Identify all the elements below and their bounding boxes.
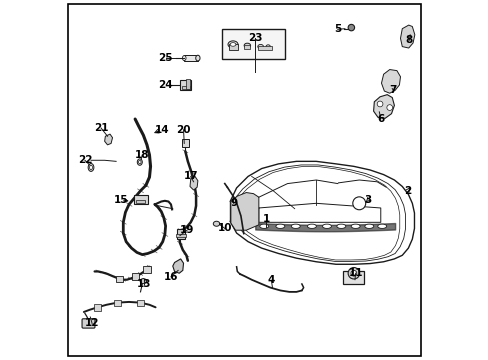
Ellipse shape <box>195 55 200 61</box>
Text: 3: 3 <box>364 195 371 205</box>
Ellipse shape <box>364 224 373 228</box>
Bar <box>182 139 188 147</box>
Polygon shape <box>400 25 414 48</box>
Bar <box>113 300 121 306</box>
Ellipse shape <box>377 224 386 228</box>
Text: 9: 9 <box>230 198 237 208</box>
Ellipse shape <box>291 224 300 228</box>
Bar <box>94 305 101 311</box>
Bar <box>131 273 139 280</box>
Bar <box>185 79 190 89</box>
Bar <box>244 45 250 49</box>
Polygon shape <box>373 95 394 118</box>
Text: 7: 7 <box>389 85 396 95</box>
Ellipse shape <box>138 161 141 164</box>
Polygon shape <box>104 134 112 145</box>
Text: 21: 21 <box>94 123 108 133</box>
Text: 8: 8 <box>405 35 412 45</box>
Text: 22: 22 <box>78 155 92 165</box>
Ellipse shape <box>350 224 360 228</box>
Ellipse shape <box>265 45 270 48</box>
Circle shape <box>352 197 365 210</box>
Text: 15: 15 <box>113 195 128 205</box>
Text: 4: 4 <box>267 275 275 285</box>
Bar <box>136 200 145 203</box>
Ellipse shape <box>88 163 94 171</box>
Ellipse shape <box>140 279 146 284</box>
Text: 10: 10 <box>217 224 231 233</box>
Ellipse shape <box>275 224 285 228</box>
Ellipse shape <box>244 43 250 48</box>
Bar <box>182 86 189 89</box>
Text: 23: 23 <box>247 33 262 43</box>
Circle shape <box>350 270 356 276</box>
Circle shape <box>347 24 354 31</box>
Circle shape <box>347 267 359 279</box>
Text: 18: 18 <box>135 150 149 160</box>
Ellipse shape <box>89 165 92 170</box>
Bar <box>228 44 237 50</box>
Bar <box>184 55 198 61</box>
Circle shape <box>376 101 382 107</box>
Bar <box>134 195 147 204</box>
Ellipse shape <box>336 224 345 228</box>
Text: 11: 11 <box>348 268 362 278</box>
Circle shape <box>386 105 392 111</box>
Ellipse shape <box>322 224 331 228</box>
Text: 14: 14 <box>154 125 169 135</box>
Bar <box>175 234 185 237</box>
Bar <box>180 80 191 90</box>
Bar <box>258 46 271 50</box>
Ellipse shape <box>137 159 142 165</box>
Ellipse shape <box>182 55 185 60</box>
Text: 19: 19 <box>180 225 194 235</box>
Text: 5: 5 <box>333 24 341 35</box>
Polygon shape <box>190 176 198 190</box>
Bar <box>222 30 285 59</box>
Text: 20: 20 <box>176 125 190 135</box>
Bar <box>143 266 150 273</box>
Ellipse shape <box>307 224 316 228</box>
Text: 24: 24 <box>158 80 173 90</box>
Text: 6: 6 <box>376 114 384 124</box>
Ellipse shape <box>213 221 219 226</box>
Text: 16: 16 <box>163 272 178 282</box>
Bar <box>177 229 184 239</box>
Text: 1: 1 <box>262 215 269 224</box>
Bar <box>137 300 144 306</box>
Ellipse shape <box>259 224 268 228</box>
Polygon shape <box>230 193 258 230</box>
Bar <box>116 276 123 282</box>
FancyBboxPatch shape <box>82 319 95 328</box>
Polygon shape <box>172 259 183 273</box>
Text: 13: 13 <box>137 279 151 289</box>
Bar <box>343 271 363 284</box>
Ellipse shape <box>230 42 235 46</box>
Text: 17: 17 <box>183 171 198 181</box>
Ellipse shape <box>257 44 263 49</box>
Text: 2: 2 <box>403 186 410 196</box>
Text: 12: 12 <box>84 319 99 328</box>
Text: 25: 25 <box>158 53 172 63</box>
Polygon shape <box>381 69 400 93</box>
Ellipse shape <box>227 41 238 48</box>
